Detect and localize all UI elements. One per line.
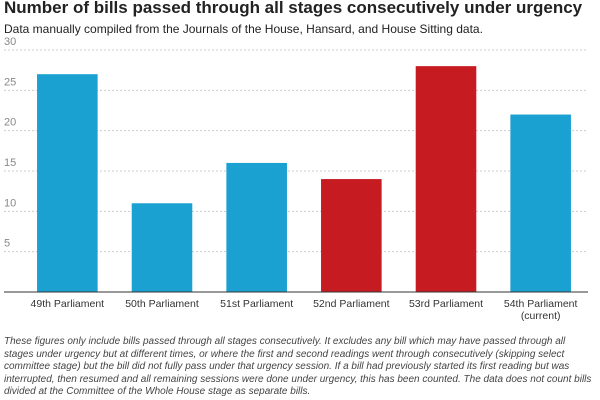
x-tick-label: 51st Parliament (220, 298, 294, 310)
chart-title: Number of bills passed through all stage… (4, 0, 583, 17)
footnote: These figures only include bills passed … (4, 336, 592, 397)
bar (37, 74, 98, 292)
bar (226, 162, 287, 292)
y-tick-label: 30 (4, 36, 16, 48)
bar (415, 66, 477, 292)
bar (131, 203, 193, 292)
y-tick-label: 5 (4, 238, 10, 250)
chart-subtitle: Data manually compiled from the Journals… (4, 22, 483, 36)
x-tick-label: 49th Parliament (30, 298, 105, 310)
x-tick-label: 54th Parliament (current) (503, 298, 578, 322)
y-tick-label: 20 (4, 117, 16, 129)
y-tick-label: 15 (4, 157, 16, 169)
y-tick-label: 25 (4, 76, 16, 88)
bar (321, 179, 382, 292)
x-tick-label: 50th Parliament (125, 298, 199, 310)
x-tick-label: 53rd Parliament (408, 298, 484, 310)
x-tick-label: 52nd Parliament (313, 298, 390, 310)
bar (510, 114, 571, 293)
y-tick-label: 10 (4, 197, 16, 209)
